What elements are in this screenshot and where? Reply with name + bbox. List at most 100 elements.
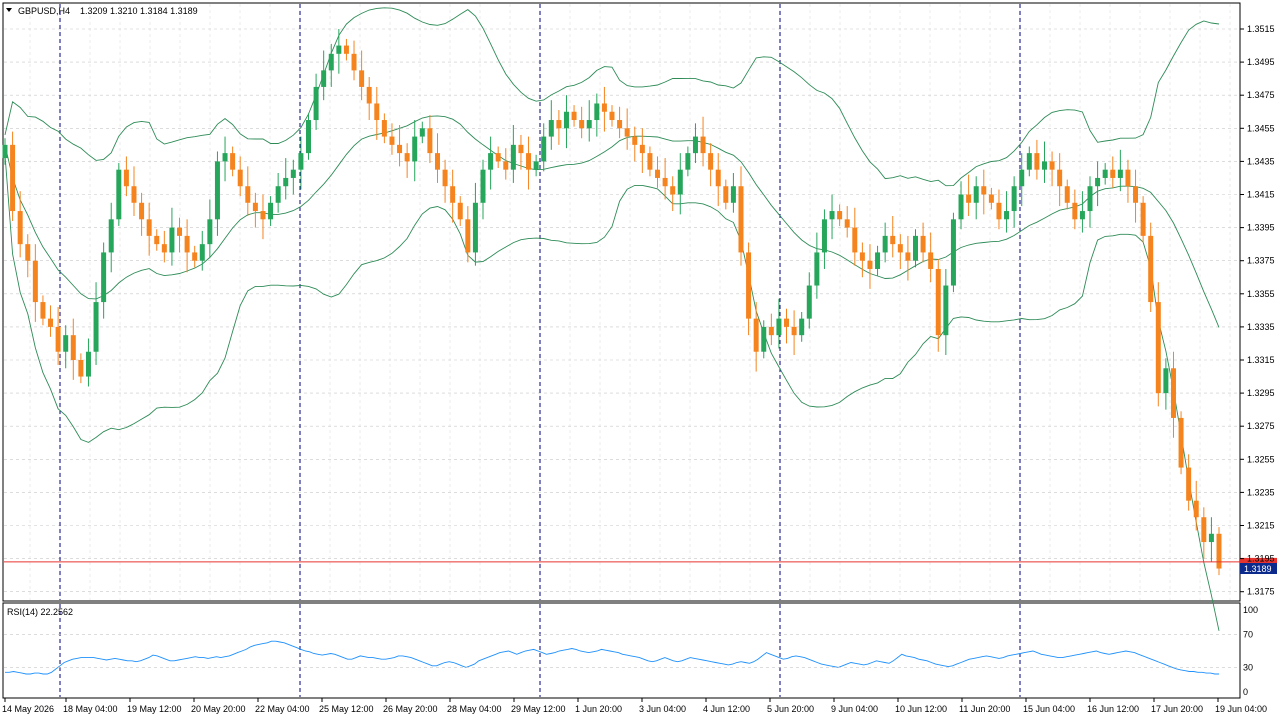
candle-body (844, 219, 850, 228)
price-grid (4, 4, 1239, 600)
candle-body (1072, 202, 1078, 220)
candle-body (161, 244, 167, 253)
time-tick-label: 10 Jun 12:00 (895, 704, 947, 714)
candle-body (814, 252, 820, 286)
candle-body (1079, 211, 1085, 220)
price-tick-label: 1.3275 (1247, 421, 1275, 431)
candle-body (268, 202, 274, 220)
candle-body (685, 153, 691, 170)
candle-body (1102, 169, 1108, 178)
candle-body (1110, 169, 1116, 178)
candle-body (746, 252, 752, 319)
candle-body (343, 45, 349, 54)
candle-body (434, 153, 440, 170)
candle-body (943, 285, 949, 336)
candle-body (245, 186, 251, 203)
candle-body (359, 70, 365, 87)
rsi-subwindow-frame (2, 602, 1241, 699)
candle-body (708, 153, 714, 170)
candle-body (412, 136, 418, 162)
candle-body (533, 161, 539, 170)
candle-body (1186, 467, 1192, 501)
candle-body (404, 153, 410, 162)
candle-body (101, 252, 107, 303)
candle-body (1011, 186, 1017, 212)
candle-body (1201, 517, 1207, 543)
candle-body (108, 219, 114, 253)
candle-body (1216, 533, 1222, 569)
candle-body (601, 103, 607, 112)
candlestick-series[interactable] (2, 29, 1222, 576)
candle-body (472, 202, 478, 253)
time-tick-label: 5 Jun 20:00 (767, 704, 814, 714)
candle-body (1193, 500, 1199, 518)
candle-body (905, 252, 911, 261)
candle-body (230, 153, 236, 170)
candle-body (806, 285, 812, 319)
candle-body (139, 202, 145, 220)
symbol-menu-triangle-icon[interactable] (6, 8, 12, 12)
candle-body (1095, 177, 1101, 187)
candle-body (1087, 186, 1093, 212)
candle-body (146, 219, 152, 236)
candle-body (306, 120, 311, 154)
candle-body (609, 111, 615, 121)
time-tick-label: 22 May 04:00 (255, 704, 310, 714)
candle-body (154, 235, 160, 245)
candle-body (556, 120, 562, 129)
candle-body (784, 318, 790, 327)
candle-body (389, 136, 395, 145)
current-price-tag (1240, 563, 1277, 574)
candle-body (290, 169, 296, 178)
candle-body (419, 128, 425, 137)
candle-body (252, 202, 258, 212)
time-tick-label: 26 May 20:00 (383, 704, 438, 714)
candle-body (17, 211, 23, 245)
time-tick-label: 15 Jun 04:00 (1023, 704, 1075, 714)
time-tick-label: 4 Jun 12:00 (703, 704, 750, 714)
time-tick-label: 28 May 04:00 (447, 704, 502, 714)
time-tick-label: 17 Jun 20:00 (1151, 704, 1203, 714)
candle-body (55, 326, 61, 352)
candle-body (503, 161, 509, 170)
price-tick-label: 1.3435 (1247, 156, 1275, 166)
candle-body (829, 211, 835, 220)
candle-body (78, 360, 84, 377)
candle-body (32, 260, 38, 303)
candle-body (222, 153, 228, 162)
lower-band (4, 154, 1220, 631)
candle-body (177, 227, 183, 236)
time-tick-label: 20 May 20:00 (191, 704, 246, 714)
main-chart-frame (2, 2, 1241, 602)
candle-body (632, 136, 638, 145)
candle-body (1155, 302, 1161, 394)
candle-body (852, 227, 858, 253)
candle-body (890, 235, 896, 245)
candle-body (184, 235, 190, 253)
candle-body (791, 326, 797, 336)
candle-body (2, 144, 8, 159)
candle-body (586, 120, 592, 129)
bid-price-line (4, 557, 1277, 564)
candle-body (1004, 211, 1010, 220)
candle-body (214, 161, 220, 220)
candle-body (313, 86, 319, 121)
candle-body (328, 53, 334, 71)
candle-body (1064, 186, 1070, 203)
candle-body (799, 318, 805, 336)
time-tick-label: 19 Jun 04:00 (1215, 704, 1267, 714)
candle-body (1049, 161, 1055, 170)
candle-body (1133, 186, 1139, 203)
candle-body (260, 211, 266, 220)
candle-body (768, 326, 774, 336)
time-tick-label: 29 May 12:00 (511, 704, 566, 714)
candle-body (427, 128, 433, 154)
candle-body (776, 318, 782, 336)
time-tick-label: 19 May 12:00 (127, 704, 182, 714)
candle-body (93, 302, 99, 352)
candle-body (639, 144, 645, 154)
candle-body (677, 169, 683, 195)
candle-body (996, 202, 1002, 220)
candle-body (875, 252, 881, 269)
